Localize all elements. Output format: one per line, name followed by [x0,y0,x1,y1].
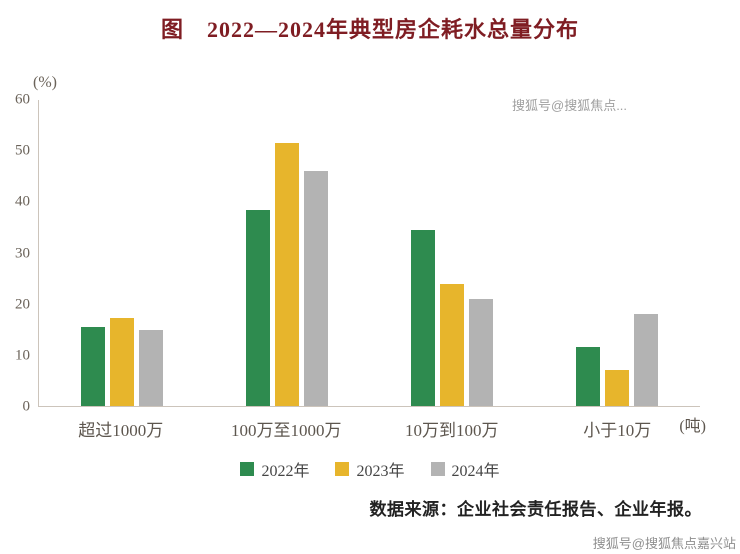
y-axis-tick-label: 50 [15,142,30,159]
y-axis-tick-label: 0 [22,398,31,415]
legend-swatch [240,462,255,476]
legend-label: 2022年 [261,463,310,480]
x-axis-category-label: 超过1000万 [78,421,164,440]
bar-2022年 [576,347,601,406]
y-axis-tick-label: 60 [15,91,30,108]
bar-2023年 [605,370,630,406]
y-axis-tick-label: 10 [15,347,30,364]
bar-2024年 [634,314,659,406]
x-axis-unit-label: (吨) [679,418,706,435]
plot-area [38,100,700,407]
legend-swatch [430,462,445,476]
bar-group [245,100,328,406]
source-note: 数据来源：企业社会责任报告、企业年报。 [369,500,702,519]
y-axis-tick-label: 30 [15,245,30,261]
x-axis: 超过1000万 100万至1000万 10万到100万 小于10万 [38,416,700,441]
bar-group [576,100,659,406]
legend-label: 2024年 [451,463,500,480]
legend-swatch [335,462,350,476]
y-axis-tick-label: 40 [15,193,30,210]
legend-item: 2022年 [240,457,309,481]
legend-item: 2023年 [335,457,405,481]
watermark-bottom: 搜狐号@搜狐焦点嘉兴站 [592,536,736,551]
y-axis-unit-label: (%) [33,74,57,91]
bar-group [80,100,163,406]
x-axis-category-label: 小于10万 [583,421,652,440]
bar-2024年 [469,298,494,406]
bar-2022年 [411,230,436,406]
y-axis-tick-label: 20 [15,296,30,313]
bar-2022年 [80,326,105,406]
chart-title: 图 2022—2024年典型房企耗水总量分布 [160,17,579,42]
bar-2023年 [440,283,465,406]
bar-group [411,100,494,406]
bar-2023年 [109,318,134,406]
bar-2024年 [138,329,163,406]
bar-2024年 [303,171,328,406]
legend: 2022年 2023年 2024年 [0,457,740,481]
legend-label: 2023年 [356,463,405,480]
bar-2023年 [274,143,299,406]
y-axis: 0 10 20 30 40 50 60 [4,92,32,415]
watermark-top: 搜狐号@搜狐焦点... [512,98,628,113]
x-axis-category-label: 100万至1000万 [231,421,342,440]
bar-2022年 [245,209,270,406]
legend-item: 2024年 [430,457,500,481]
x-axis-category-label: 10万到100万 [405,421,499,440]
